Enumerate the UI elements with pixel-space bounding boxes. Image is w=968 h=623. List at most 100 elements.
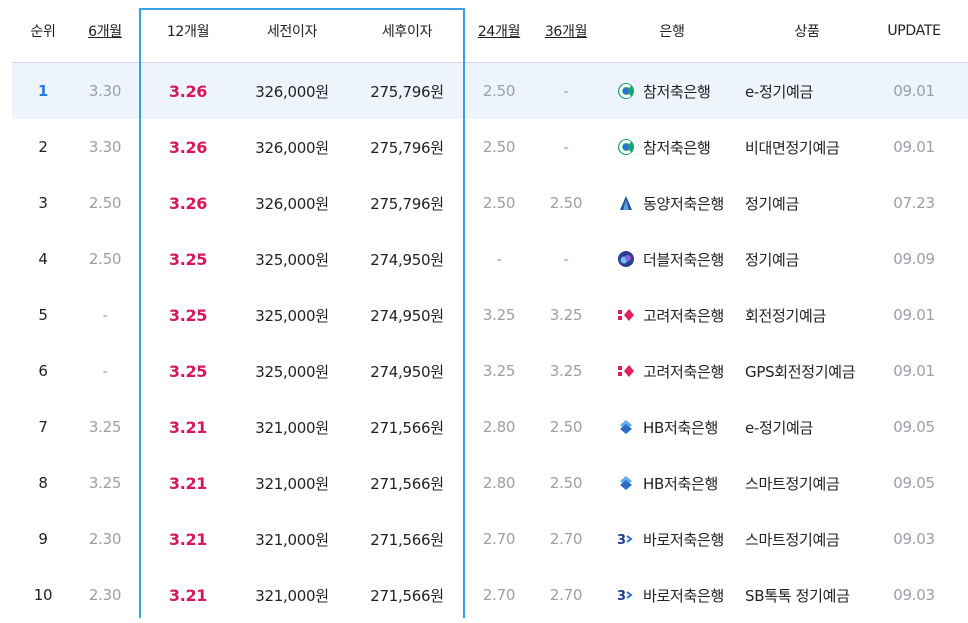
- bank-name: 바로저축은행: [643, 530, 725, 549]
- aftertax-interest-cell: 271,566원: [370, 530, 444, 549]
- aftertax-interest-cell: 271,566원: [370, 418, 444, 437]
- rate-12m-cell: 3.26: [168, 193, 208, 213]
- bank-name: 고려저축은행: [643, 362, 725, 381]
- pretax-interest-cell: 321,000원: [255, 530, 329, 549]
- table-row[interactable]: 2 3.30 3.26 326,000원 275,796원 2.50 - 참저축은행 비대면정기…: [12, 119, 968, 175]
- header-product: 상품: [794, 24, 820, 40]
- pretax-interest-cell: 326,000원: [255, 138, 329, 157]
- rate-6m-cell: 3.25: [88, 418, 122, 436]
- double-bank-logo-icon: [617, 250, 635, 268]
- rate-36m-cell: 2.50: [549, 418, 583, 436]
- bank-name: 바로저축은행: [643, 586, 725, 605]
- rate-6m-cell: 3.30: [88, 82, 122, 100]
- aftertax-interest-cell: 274,950원: [370, 306, 444, 325]
- update-date-cell: 09.01: [893, 138, 935, 156]
- korea-bank-logo-icon: [617, 362, 635, 380]
- baro-bank-logo-icon: 3: [617, 530, 635, 548]
- rank-cell: 6: [38, 362, 48, 380]
- rate-24m-cell: 3.25: [482, 362, 516, 380]
- table-row[interactable]: 1 3.30 3.26 326,000원 275,796원 2.50 - 참저축은행 e-정기예…: [12, 63, 968, 119]
- pretax-interest-cell: 321,000원: [255, 418, 329, 437]
- bank-cell[interactable]: HB저축은행: [617, 399, 745, 455]
- table-row[interactable]: 5 - 3.25 325,000원 274,950원 3.25 3.25 고려저축은행 회전정기…: [12, 287, 968, 343]
- aftertax-interest-cell: 274,950원: [370, 250, 444, 269]
- rate-6m-cell: 2.50: [88, 194, 122, 212]
- hb-bank-logo-icon: [617, 418, 635, 436]
- product-link[interactable]: 회전정기예금: [745, 306, 827, 325]
- rank-cell: 10: [33, 586, 53, 604]
- update-date-cell: 09.09: [893, 250, 935, 268]
- pretax-interest-cell: 326,000원: [255, 82, 329, 101]
- table-row[interactable]: 3 2.50 3.26 326,000원 275,796원 2.50 2.50 동양저축은행 정…: [12, 175, 968, 231]
- header-6m-link[interactable]: 6개월: [88, 24, 122, 40]
- rate-12m-cell: 3.25: [168, 305, 208, 325]
- header-36m-link[interactable]: 36개월: [544, 24, 588, 40]
- update-date-cell: 07.23: [893, 194, 935, 212]
- bank-cell[interactable]: HB저축은행: [617, 455, 745, 511]
- bank-cell[interactable]: 참저축은행: [617, 63, 745, 119]
- product-link[interactable]: 스마트정기예금: [745, 474, 840, 493]
- table-row[interactable]: 7 3.25 3.21 321,000원 271,566원 2.80 2.50 HB저축은행 e…: [12, 399, 968, 455]
- rate-6m-cell: -: [102, 306, 108, 324]
- rank-cell: 2: [38, 138, 48, 156]
- pretax-interest-cell: 325,000원: [255, 362, 329, 381]
- table-row[interactable]: 9 2.30 3.21 321,000원 271,566원 2.70 2.70 3 바로저축은행…: [12, 511, 968, 567]
- rank-cell: 5: [38, 306, 48, 324]
- rate-12m-cell: 3.25: [168, 361, 208, 381]
- bank-name: 참저축은행: [643, 82, 711, 101]
- bank-cell[interactable]: 3 바로저축은행: [617, 567, 745, 623]
- product-link[interactable]: 정기예금: [745, 250, 800, 269]
- header-24m-link[interactable]: 24개월: [477, 24, 521, 40]
- rate-24m-cell: 2.70: [482, 530, 516, 548]
- aftertax-interest-cell: 275,796원: [370, 138, 444, 157]
- header-bank: 은행: [659, 24, 685, 40]
- rate-36m-cell: -: [563, 82, 569, 100]
- rate-24m-cell: 2.50: [482, 138, 516, 156]
- product-link[interactable]: e-정기예금: [745, 418, 814, 437]
- bank-cell[interactable]: 동양저축은행: [617, 175, 745, 231]
- table-row[interactable]: 4 2.50 3.25 325,000원 274,950원 - - 더블저축은행 정기예금 09.…: [12, 231, 968, 287]
- rate-24m-cell: -: [496, 250, 502, 268]
- rate-24m-cell: 3.25: [482, 306, 516, 324]
- bank-cell[interactable]: 고려저축은행: [617, 343, 745, 399]
- rank-cell: 4: [38, 250, 48, 268]
- table-row[interactable]: 8 3.25 3.21 321,000원 271,566원 2.80 2.50 HB저축은행 스…: [12, 455, 968, 511]
- bank-name: HB저축은행: [643, 418, 718, 437]
- rate-36m-cell: 3.25: [549, 306, 583, 324]
- bank-cell[interactable]: 3 바로저축은행: [617, 511, 745, 567]
- table-header: 순위 6개월 12개월 세전이자 세후이자 24개월 36개월 은행 상품 UP…: [12, 0, 968, 63]
- aftertax-interest-cell: 275,796원: [370, 82, 444, 101]
- bank-cell[interactable]: 고려저축은행: [617, 287, 745, 343]
- product-link[interactable]: SB톡톡 정기예금: [745, 586, 850, 605]
- product-link[interactable]: GPS회전정기예금: [745, 362, 856, 381]
- rate-6m-cell: 3.25: [88, 474, 122, 492]
- product-link[interactable]: 스마트정기예금: [745, 530, 840, 549]
- rate-36m-cell: 2.70: [549, 586, 583, 604]
- pretax-interest-cell: 325,000원: [255, 306, 329, 325]
- cham-bank-logo-icon: [617, 82, 635, 100]
- rate-12m-cell: 3.21: [168, 529, 208, 549]
- table-row[interactable]: 6 - 3.25 325,000원 274,950원 3.25 3.25 고려저축은행 GPS회…: [12, 343, 968, 399]
- pretax-interest-cell: 325,000원: [255, 250, 329, 269]
- product-link[interactable]: e-정기예금: [745, 82, 814, 101]
- header-update: UPDATE: [887, 23, 941, 39]
- product-link[interactable]: 비대면정기예금: [745, 138, 840, 157]
- table-row[interactable]: 10 2.30 3.21 321,000원 271,566원 2.70 2.70 3 바로저축은…: [12, 567, 968, 623]
- rate-6m-cell: -: [102, 362, 108, 380]
- product-link[interactable]: 정기예금: [745, 194, 800, 213]
- pretax-interest-cell: 321,000원: [255, 586, 329, 605]
- bank-name: HB저축은행: [643, 474, 718, 493]
- update-date-cell: 09.05: [893, 418, 935, 436]
- pretax-interest-cell: 321,000원: [255, 474, 329, 493]
- header-12m: 12개월: [166, 24, 210, 40]
- svg-text:3: 3: [617, 533, 626, 548]
- bank-cell[interactable]: 더블저축은행: [617, 231, 745, 287]
- rank-cell: 8: [38, 474, 48, 492]
- bank-cell[interactable]: 참저축은행: [617, 119, 745, 175]
- rate-12m-cell: 3.26: [168, 137, 208, 157]
- rate-12m-cell: 3.26: [168, 81, 208, 101]
- rate-12m-cell: 3.21: [168, 473, 208, 493]
- rank-cell: 7: [38, 418, 48, 436]
- update-date-cell: 09.05: [893, 474, 935, 492]
